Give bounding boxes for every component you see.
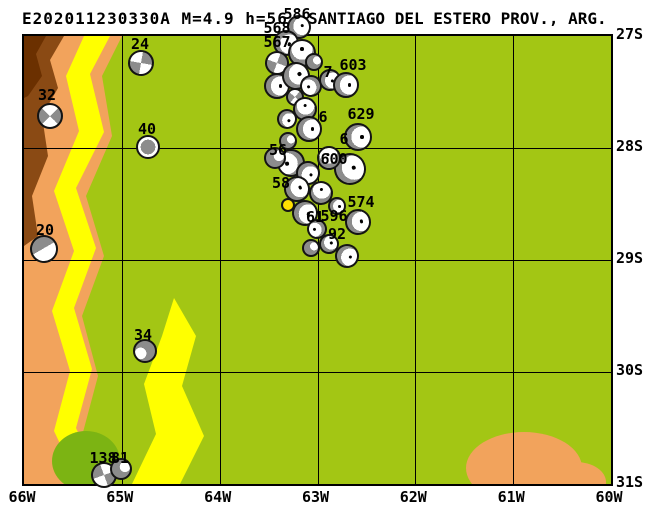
lat-tick-label: 28S [616,137,644,155]
gridline-latitude [24,260,611,261]
lon-tick-label: 60W [595,488,623,506]
lat-tick-label: 27S [616,25,644,43]
figure-title-event-info: E202011230330A M=4.9 h=56 [22,9,288,28]
terrain-yellow-streak-south [132,298,204,484]
lon-tick-label: 64W [204,488,232,506]
figure-title: E202011230330A M=4.9 h=56 SANTIAGO DEL E… [0,9,655,29]
lon-tick-label: 62W [399,488,427,506]
lon-tick-label: 65W [106,488,134,506]
terrain-brown-highland [24,36,64,246]
lon-tick-label: 66W [8,488,36,506]
grid-layer [24,36,611,484]
map-frame [22,34,613,486]
lat-tick-label: 30S [616,361,644,379]
figure-title-region: SANTIAGO DEL ESTERO PROV., ARG. [308,9,607,28]
terrain-dark-brown-peak [24,36,46,98]
gridline-latitude [24,372,611,373]
terrain-orange-patch-south-small [546,462,606,484]
lat-tick-label: 29S [616,249,644,267]
lon-tick-label: 63W [301,488,330,506]
gridline-latitude [24,148,611,149]
lon-tick-label: 61W [497,488,525,506]
lat-tick-label: 31S [616,473,644,491]
